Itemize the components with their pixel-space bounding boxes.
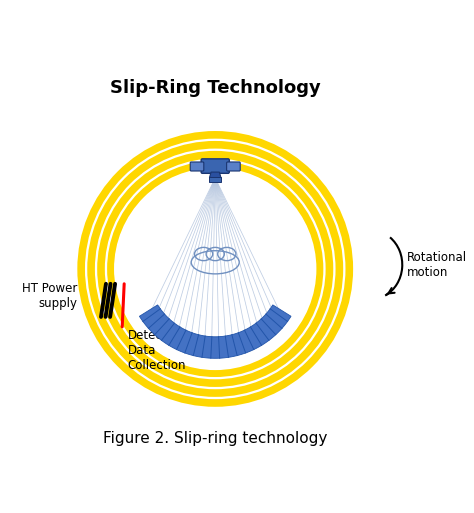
FancyBboxPatch shape <box>201 159 229 173</box>
FancyBboxPatch shape <box>210 176 221 183</box>
Text: Detector
Data
Collection: Detector Data Collection <box>128 328 186 371</box>
Text: Rotational
motion: Rotational motion <box>407 251 467 279</box>
Circle shape <box>114 168 317 370</box>
Text: HT Power
supply: HT Power supply <box>22 282 78 310</box>
FancyBboxPatch shape <box>227 162 240 171</box>
Text: Figure 2. Slip-ring technology: Figure 2. Slip-ring technology <box>103 431 328 446</box>
Polygon shape <box>210 172 221 178</box>
FancyBboxPatch shape <box>190 162 204 171</box>
Text: Slip-Ring Technology: Slip-Ring Technology <box>110 80 320 97</box>
Polygon shape <box>139 305 291 358</box>
Circle shape <box>66 120 364 418</box>
